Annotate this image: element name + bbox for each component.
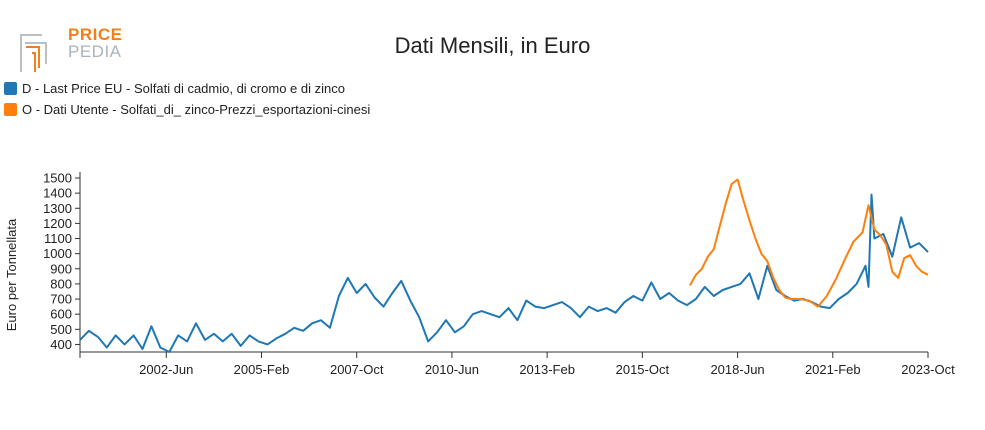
- legend-item-series-0[interactable]: D - Last Price EU - Solfati di cadmio, d…: [4, 80, 345, 96]
- y-tick-label: 1300: [43, 201, 72, 216]
- y-tick-label: 1000: [43, 246, 72, 261]
- series-line-1: [689, 178, 929, 308]
- x-tick-label: 2018-Jun: [710, 362, 764, 377]
- legend-label-series-0: D - Last Price EU - Solfati di cadmio, d…: [22, 80, 345, 96]
- y-tick-label: 400: [50, 337, 72, 352]
- legend-swatch-series-0: [4, 81, 17, 95]
- legend-label-series-1: O - Dati Utente - Solfati_di_ zinco-Prez…: [22, 101, 371, 117]
- y-tick-label: 1500: [43, 171, 72, 186]
- y-tick-label: 500: [50, 322, 72, 337]
- chart-title: Dati Mensili, in Euro: [394, 33, 591, 58]
- y-tick-label: 800: [50, 276, 72, 291]
- logo-text-bottom: PEDIA: [68, 42, 122, 61]
- logo-mark-icon: [20, 34, 47, 72]
- y-tick-label: 700: [50, 292, 72, 307]
- y-axis-label: Euro per Tonnellata: [4, 218, 19, 331]
- pricepedia-logo: PRICE PEDIA: [20, 24, 130, 74]
- x-tick-label: 2013-Feb: [519, 362, 575, 377]
- series-line-0: [79, 193, 929, 353]
- x-tick-label: 2023-Oct: [901, 362, 955, 377]
- y-tick-label: 1100: [44, 231, 72, 246]
- legend-swatch-series-1: [4, 102, 17, 116]
- x-tick-label: 2021-Feb: [805, 362, 861, 377]
- x-tick-label: 2002-Jun: [139, 362, 193, 377]
- x-tick-label: 2010-Jun: [425, 362, 479, 377]
- y-tick-label: 1400: [43, 186, 72, 201]
- x-tick-label: 2005-Feb: [234, 362, 290, 377]
- y-tick-label: 600: [50, 307, 72, 322]
- x-tick-label: 2015-Oct: [616, 362, 670, 377]
- logo-text-top: PRICE: [68, 25, 123, 44]
- legend-item-series-1[interactable]: O - Dati Utente - Solfati_di_ zinco-Prez…: [4, 101, 370, 117]
- y-tick-label: 1200: [43, 216, 72, 231]
- y-tick-label: 900: [50, 261, 72, 276]
- x-tick-label: 2007-Oct: [330, 362, 384, 377]
